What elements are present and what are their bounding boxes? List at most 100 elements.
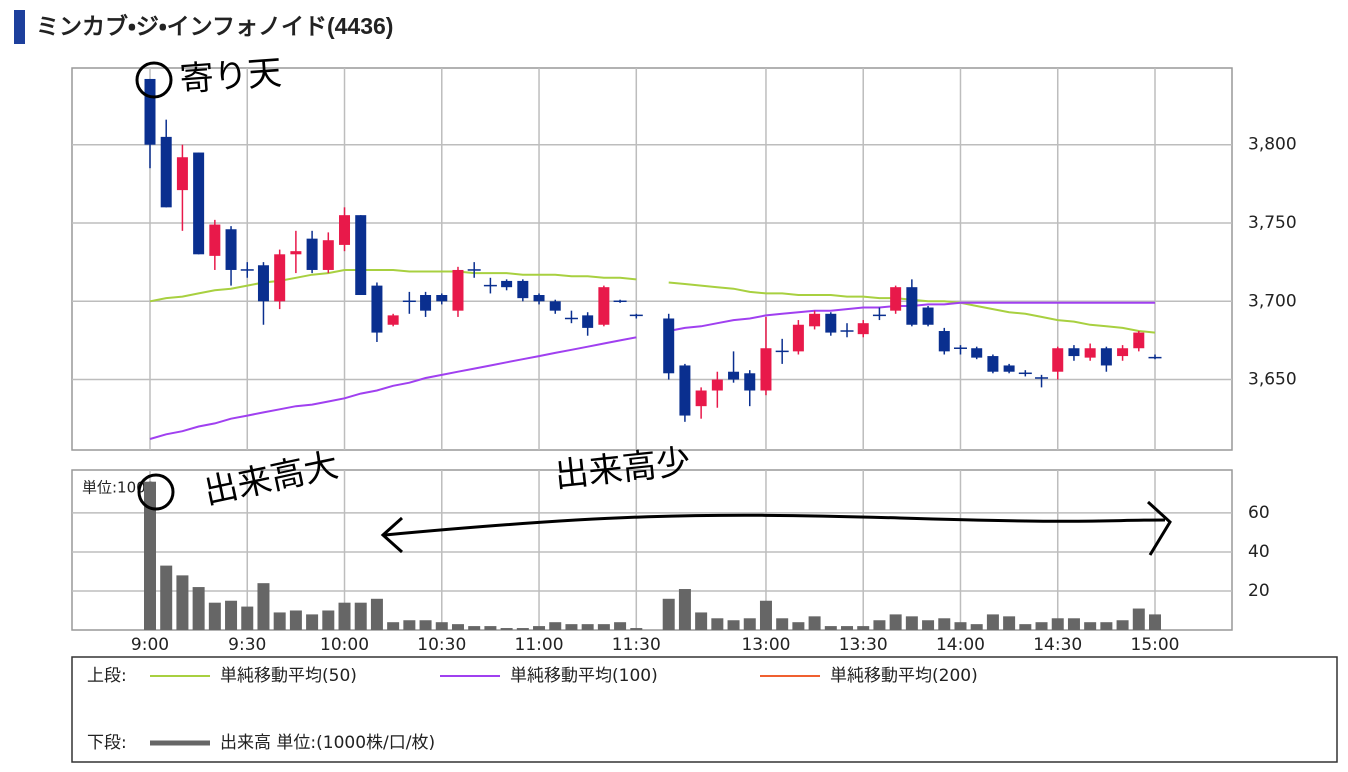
volume-bar: [938, 618, 951, 630]
volume-bar: [1003, 616, 1016, 630]
volume-bar: [824, 626, 837, 630]
x-tick-label: 13:30: [839, 635, 888, 655]
volume-bar: [1051, 618, 1064, 630]
candle-body: [711, 379, 723, 391]
volume-bar: [954, 622, 967, 630]
volume-bar: [986, 614, 999, 630]
candle-body: [744, 373, 756, 391]
candle-body: [1018, 372, 1032, 375]
volume-bar: [905, 616, 918, 630]
annotation: 出来高大: [200, 445, 341, 512]
candle-body: [176, 157, 188, 191]
volume-bar: [630, 628, 643, 630]
candle-body: [549, 301, 561, 311]
candle-body: [840, 330, 854, 332]
candle-body: [1068, 348, 1080, 357]
candle-body: [290, 251, 302, 255]
y-tick-label: 3,700: [1248, 291, 1297, 311]
annotation: 寄り天: [178, 53, 283, 100]
title: ミンカブ・ジ・インフォノイド(4436): [36, 13, 393, 39]
candle-body: [906, 287, 918, 325]
volume-bar: [889, 614, 902, 630]
volume-bar: [841, 626, 854, 630]
candle-body: [257, 265, 269, 302]
annotation-circle: [135, 61, 173, 99]
title-icon: [14, 10, 25, 44]
volume-bar: [273, 612, 286, 630]
volume-bar: [808, 616, 821, 630]
candle-body: [695, 390, 707, 407]
x-tick-label: 14:30: [1033, 635, 1082, 655]
volume-bar: [144, 481, 156, 630]
candle-body: [792, 324, 804, 352]
x-tick-label: 9:00: [131, 635, 169, 655]
arrow-head: [380, 516, 404, 554]
candle-body: [339, 215, 351, 245]
volume-bar: [614, 622, 627, 630]
candle-body: [240, 269, 254, 271]
volume-bar: [387, 622, 400, 630]
x-tick-label: 9:30: [228, 635, 266, 655]
volume-bar: [1084, 622, 1097, 630]
candle-body: [402, 300, 416, 303]
volume-panel: [71, 469, 1233, 631]
volume-bar: [241, 606, 254, 630]
volume-bar: [484, 626, 497, 630]
candle-body: [533, 295, 545, 302]
candle-body: [809, 313, 821, 327]
volume-bar: [306, 614, 319, 630]
x-tick-label: 10:00: [320, 635, 369, 655]
candle-body: [872, 314, 886, 317]
volume-bar: [873, 620, 886, 630]
volume-bar: [792, 622, 805, 630]
x-tick-label: 10:30: [417, 635, 466, 655]
volume-bar: [1149, 614, 1161, 630]
volume-bar: [1132, 608, 1145, 630]
legend-entry: 単純移動平均(200): [830, 666, 978, 686]
candle-body: [663, 318, 675, 374]
y-tick-label: 3,750: [1248, 213, 1297, 233]
volume-bar: [160, 565, 173, 630]
annotation-circle: [137, 473, 175, 511]
unit-label: 単位:1000: [82, 479, 155, 497]
candle-body: [629, 314, 643, 317]
candle-body: [775, 350, 789, 353]
legend-entry: 単純移動平均(50): [220, 666, 357, 686]
candle-body: [760, 348, 772, 391]
candle-body: [1148, 356, 1162, 359]
candle-body: [322, 240, 334, 270]
candle-body: [387, 315, 399, 325]
volume-bar: [565, 624, 578, 630]
volume-bar: [435, 622, 448, 630]
volume-bar: [743, 618, 756, 630]
candle-body: [1084, 348, 1096, 358]
volume-bar: [533, 626, 546, 630]
candle-body: [225, 229, 237, 270]
volume-bar: [419, 620, 432, 630]
volume-bar: [516, 628, 529, 630]
volume-bar: [776, 618, 789, 630]
volume-bar: [338, 602, 351, 630]
candle-body: [825, 313, 837, 333]
candle-body: [1052, 348, 1064, 372]
volume-bar: [192, 587, 205, 630]
volume-bar: [695, 612, 708, 630]
candle-body: [436, 295, 448, 302]
legend-box: [71, 656, 1338, 763]
candle-body: [371, 285, 383, 333]
volume-bar: [322, 610, 335, 630]
candle-body: [1133, 332, 1145, 349]
volume-bar: [1100, 622, 1113, 630]
volume-bar: [257, 583, 270, 630]
candle-body: [857, 323, 869, 335]
volume-bar: [1035, 622, 1048, 630]
volume-bar: [354, 602, 367, 630]
candle-body: [1035, 377, 1049, 379]
volume-bar: [289, 610, 302, 630]
volume-bar: [922, 620, 935, 630]
candle-body: [922, 307, 934, 325]
candle-body: [467, 269, 481, 271]
candle-body: [613, 300, 627, 303]
